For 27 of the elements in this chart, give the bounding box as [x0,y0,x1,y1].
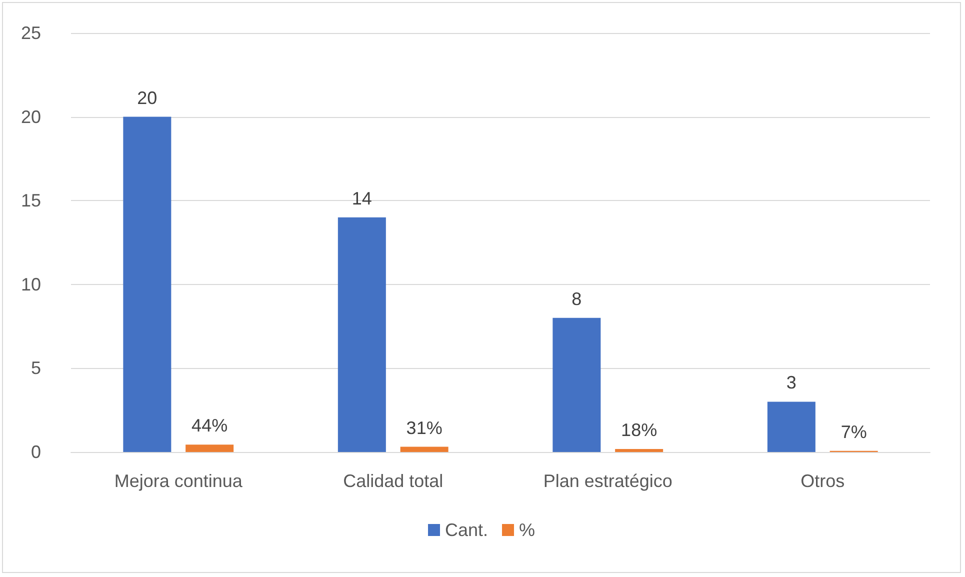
data-label: 31% [406,418,442,438]
y-tick-label: 5 [30,358,41,378]
x-tick-label: Calidad total [343,471,444,491]
data-label: 3 [786,372,796,393]
x-tick-label: Otros [800,471,845,491]
y-tick-label: 0 [30,442,41,462]
data-label: 44% [192,416,228,436]
bar [186,444,234,452]
bar [615,448,664,452]
y-tick-label: 25 [20,23,41,43]
y-tick-label: 10 [20,274,41,294]
data-label: 20 [137,88,158,108]
x-tick-label: Plan estratégico [543,471,672,491]
legend-label: % [519,520,536,540]
y-tick-label: 15 [20,190,41,211]
data-label: 18% [621,420,658,440]
x-tick-label: Mejora continua [114,471,244,491]
data-label: 14 [352,188,372,208]
bar [400,446,448,452]
y-tick-label: 20 [20,106,41,127]
data-label: 8 [572,288,582,309]
bar [123,116,172,452]
data-label: 7% [840,422,867,442]
legend-label: Cant. [444,520,488,540]
bar [552,318,601,452]
bar [338,217,386,452]
bar [767,402,816,452]
